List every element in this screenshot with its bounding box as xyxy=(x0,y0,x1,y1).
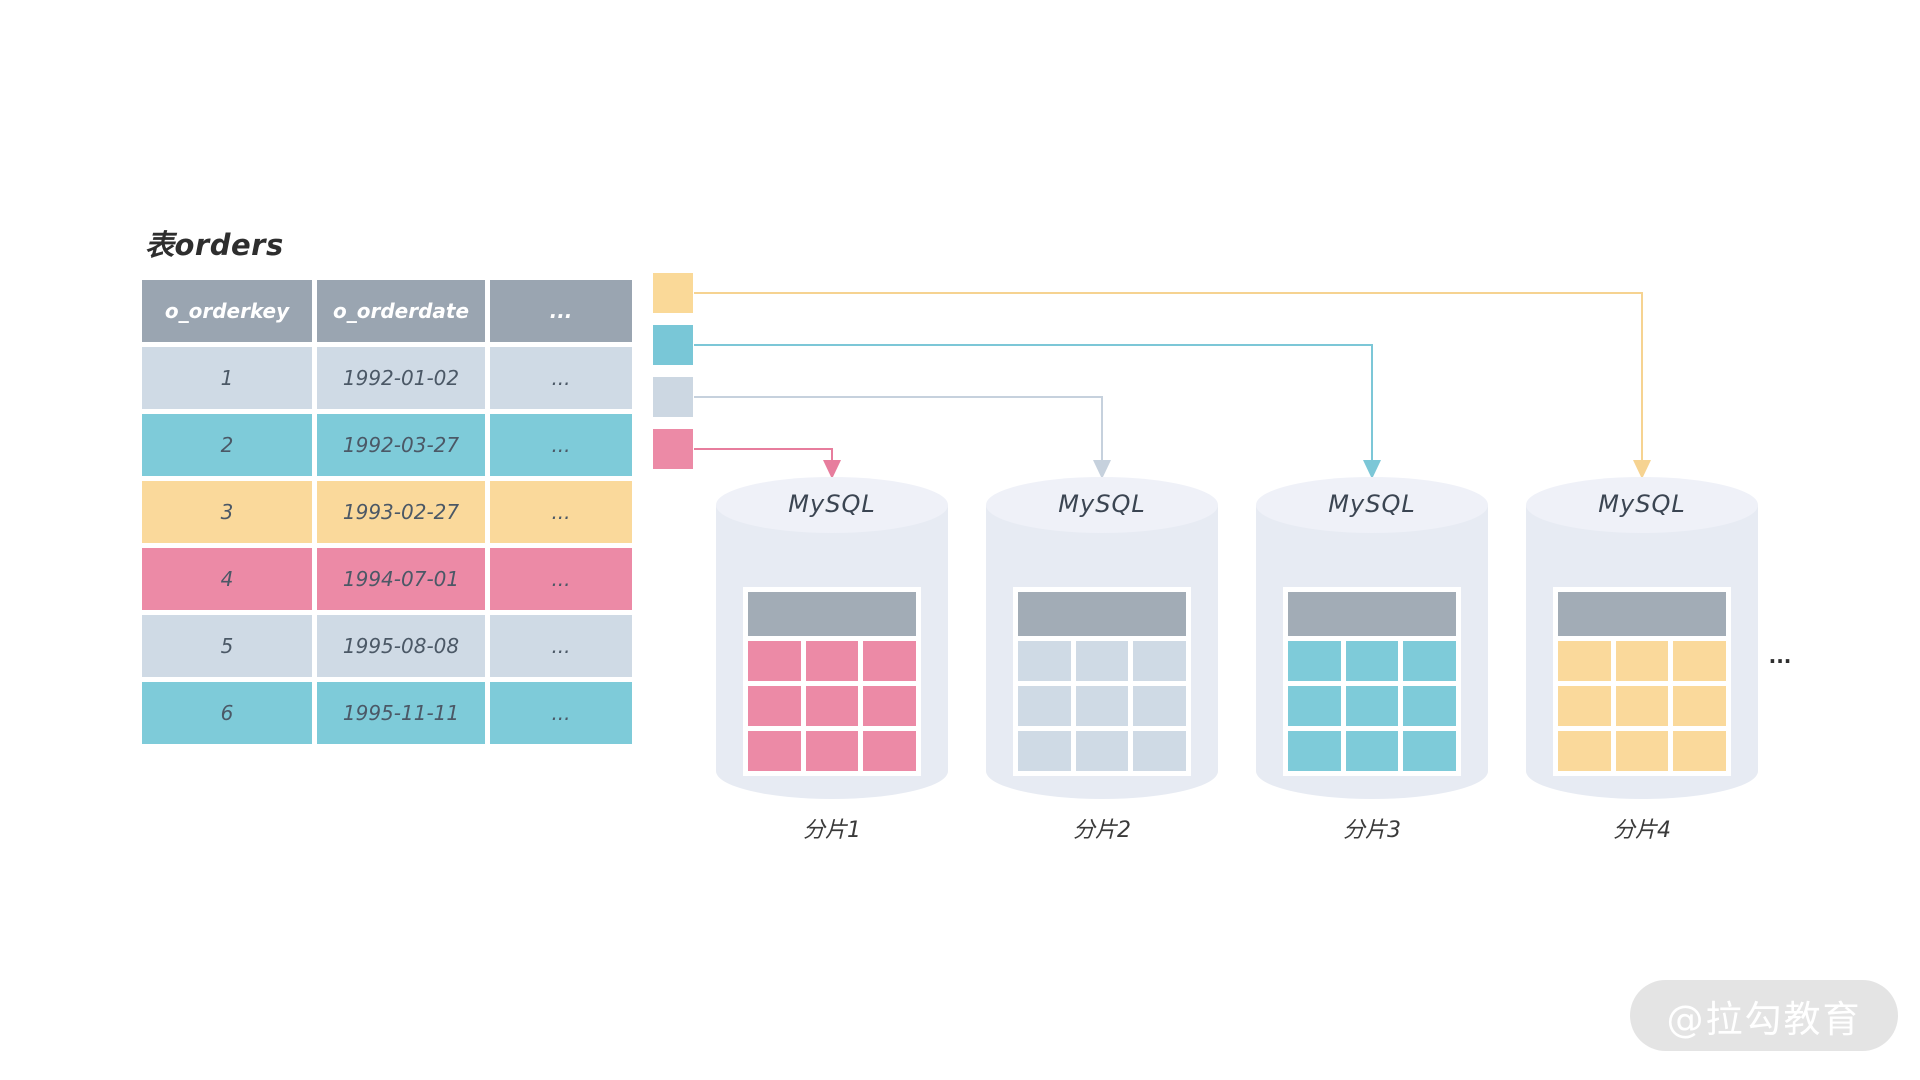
cylinder-top-shape xyxy=(1256,477,1488,533)
mini-table-cell xyxy=(1673,686,1726,726)
arrow-gray-to-shard2 xyxy=(694,396,1103,462)
mini-table-cell xyxy=(1018,641,1071,681)
mini-table-cell xyxy=(863,731,916,771)
mini-table-cell xyxy=(1075,686,1129,726)
shard4-engine-label: MySQL xyxy=(1598,490,1686,518)
table-title: 表orders xyxy=(145,228,284,262)
row2-orderkey-cell: 2 xyxy=(142,414,312,476)
mini-table-cell xyxy=(748,686,801,726)
mini-table-cell xyxy=(1615,686,1669,726)
shard3-engine-label: MySQL xyxy=(1328,490,1416,518)
mini-table-cell xyxy=(1403,641,1456,681)
mini-table-cell xyxy=(1345,641,1399,681)
shard4-label: 分片4 xyxy=(1613,818,1671,843)
mini-table-cell xyxy=(748,731,801,771)
shard4-mini-table xyxy=(1553,587,1731,776)
mini-table-header xyxy=(748,592,916,636)
arrow-pink-to-shard1 xyxy=(694,448,833,462)
more-shards-ellipsis: ... xyxy=(1768,644,1792,668)
mini-table-cell xyxy=(1558,641,1611,681)
mini-table-cell xyxy=(1345,731,1399,771)
mini-table-cell xyxy=(863,686,916,726)
watermark-badge: @拉勾教育 xyxy=(1630,980,1898,1051)
col-header-more: ... xyxy=(490,280,632,342)
cylinder-top-shape xyxy=(986,477,1218,533)
row2-more-cell: ... xyxy=(490,414,632,476)
mini-table-cell xyxy=(863,641,916,681)
mini-table-cell xyxy=(805,641,859,681)
mini-table-cell xyxy=(1288,731,1341,771)
row1-orderdate-cell: 1992-01-02 xyxy=(317,347,485,409)
shard3-label: 分片3 xyxy=(1343,818,1401,843)
legend-swatch-yellow xyxy=(653,273,693,313)
legend-swatch-pink xyxy=(653,429,693,469)
mini-table-cell xyxy=(1615,641,1669,681)
shard2-label: 分片2 xyxy=(1073,818,1131,843)
mini-table-cell xyxy=(1673,731,1726,771)
mini-table-cell xyxy=(805,731,859,771)
mini-table-cell xyxy=(1288,686,1341,726)
row5-more-cell: ... xyxy=(490,615,632,677)
cylinder-top-shape xyxy=(1526,477,1758,533)
row3-orderdate-cell: 1993-02-27 xyxy=(317,481,485,543)
mini-table-cell xyxy=(1345,686,1399,726)
mini-table-cell xyxy=(1558,731,1611,771)
shard3-mini-table xyxy=(1283,587,1461,776)
mini-table-cell xyxy=(1075,641,1129,681)
mini-table-cell xyxy=(1615,731,1669,771)
mini-table-cell xyxy=(1558,686,1611,726)
row5-orderkey-cell: 5 xyxy=(142,615,312,677)
legend-swatch-gray xyxy=(653,377,693,417)
col-header-orderkey: o_orderkey xyxy=(142,280,312,342)
arrow-yellow-to-shard4 xyxy=(694,292,1643,462)
shard2-mini-table xyxy=(1013,587,1191,776)
orders-table: o_orderkey o_orderdate ... 1 1992-01-02 … xyxy=(142,280,632,744)
shard1-label: 分片1 xyxy=(803,818,861,843)
shard3-database-cylinder: MySQL xyxy=(1256,477,1488,799)
arrow-teal-to-shard3 xyxy=(694,344,1373,462)
row2-orderdate-cell: 1992-03-27 xyxy=(317,414,485,476)
row6-orderdate-cell: 1995-11-11 xyxy=(317,682,485,744)
mini-table-cell xyxy=(748,641,801,681)
row1-more-cell: ... xyxy=(490,347,632,409)
row4-orderkey-cell: 4 xyxy=(142,548,312,610)
row1-orderkey-cell: 1 xyxy=(142,347,312,409)
row3-orderkey-cell: 3 xyxy=(142,481,312,543)
mini-table-cell xyxy=(1403,731,1456,771)
mini-table-cell xyxy=(1288,641,1341,681)
shard2-engine-label: MySQL xyxy=(1058,490,1146,518)
row6-orderkey-cell: 6 xyxy=(142,682,312,744)
shard1-database-cylinder: MySQL xyxy=(716,477,948,799)
mini-table-cell xyxy=(1133,731,1186,771)
shard1-engine-label: MySQL xyxy=(788,490,876,518)
mini-table-header xyxy=(1288,592,1456,636)
mini-table-header xyxy=(1018,592,1186,636)
mini-table-header xyxy=(1558,592,1726,636)
row4-orderdate-cell: 1994-07-01 xyxy=(317,548,485,610)
mini-table-cell xyxy=(1403,686,1456,726)
row3-more-cell: ... xyxy=(490,481,632,543)
shard4-database-cylinder: MySQL xyxy=(1526,477,1758,799)
shard2-database-cylinder: MySQL xyxy=(986,477,1218,799)
legend-swatch-teal xyxy=(653,325,693,365)
row5-orderdate-cell: 1995-08-08 xyxy=(317,615,485,677)
cylinder-top-shape xyxy=(716,477,948,533)
mini-table-cell xyxy=(1133,641,1186,681)
shard1-mini-table xyxy=(743,587,921,776)
col-header-orderdate: o_orderdate xyxy=(317,280,485,342)
row6-more-cell: ... xyxy=(490,682,632,744)
mini-table-cell xyxy=(1673,641,1726,681)
mini-table-cell xyxy=(1075,731,1129,771)
mini-table-cell xyxy=(805,686,859,726)
mini-table-cell xyxy=(1018,686,1071,726)
mini-table-cell xyxy=(1133,686,1186,726)
mini-table-cell xyxy=(1018,731,1071,771)
row4-more-cell: ... xyxy=(490,548,632,610)
